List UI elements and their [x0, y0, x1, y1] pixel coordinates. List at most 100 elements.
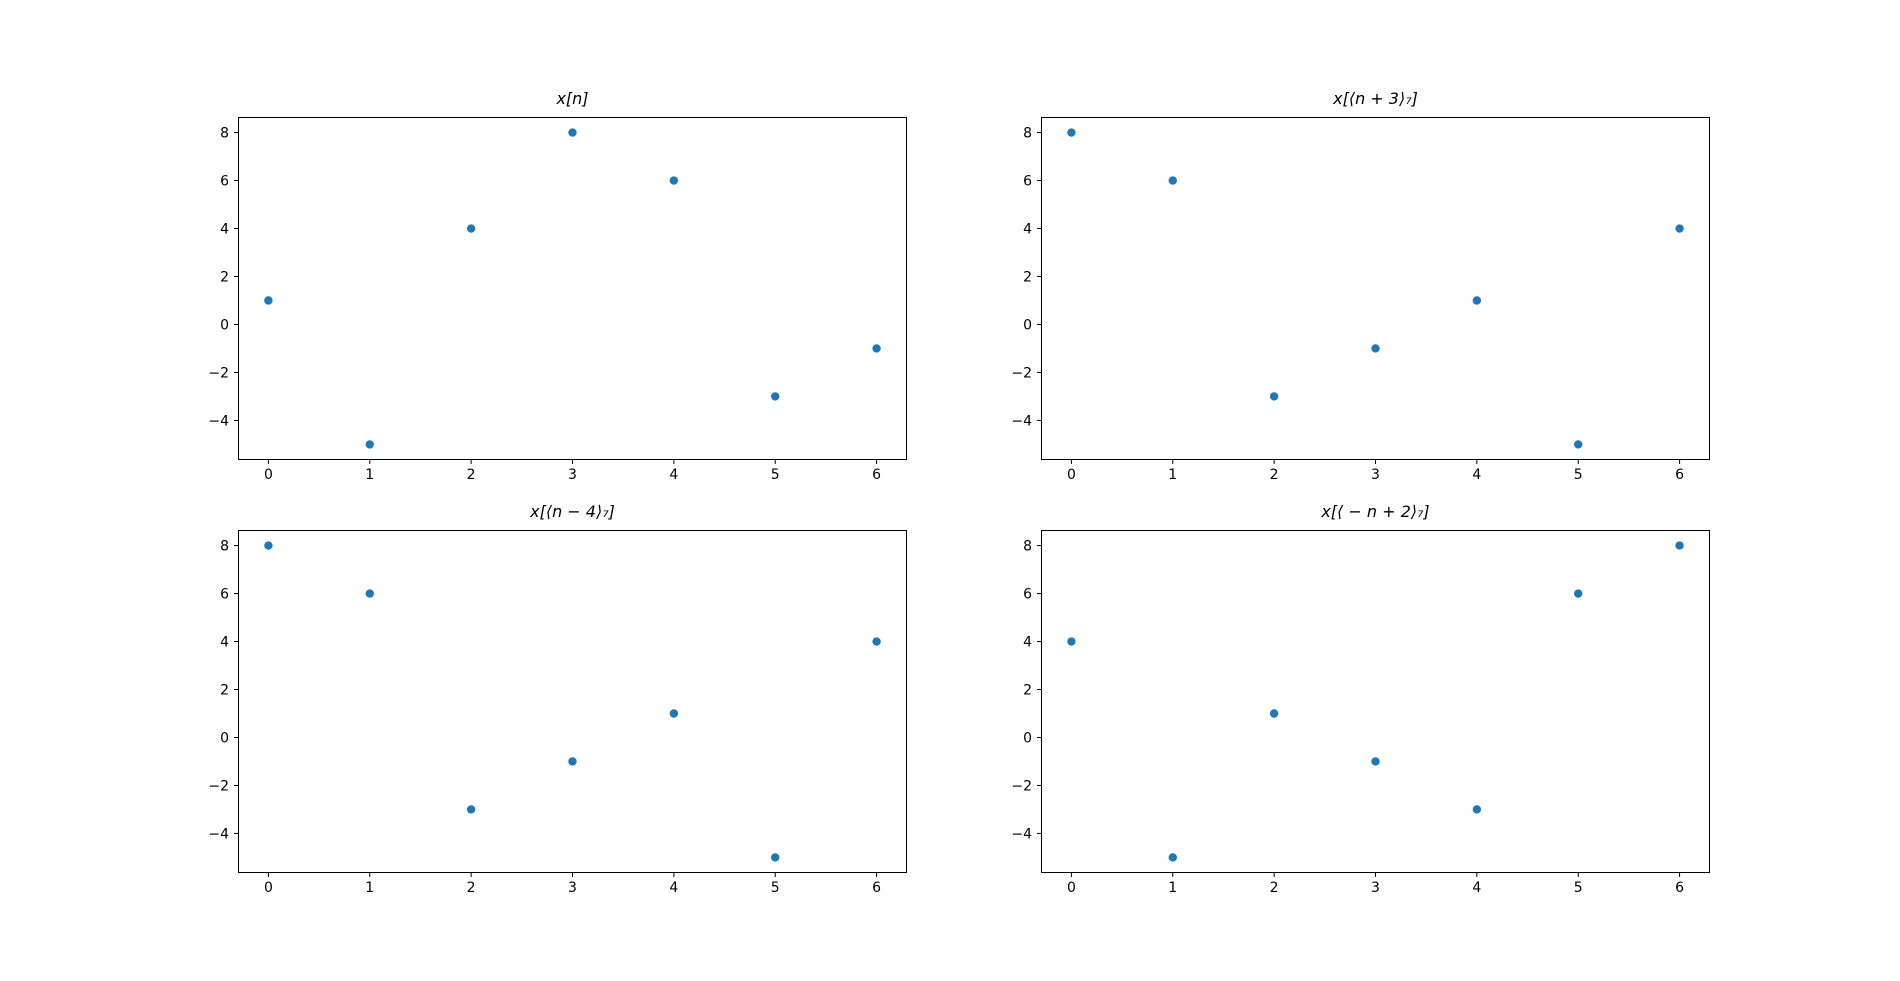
- data-point: [1168, 853, 1177, 862]
- y-tick-label: 4: [1023, 222, 1032, 238]
- data-point: [1269, 392, 1279, 401]
- x-tick-label: 5: [1574, 467, 1583, 483]
- x-tick-label: 1: [365, 880, 374, 896]
- x-tick-label: 5: [771, 467, 780, 483]
- y-tick-label: −2: [208, 365, 229, 381]
- data-point: [771, 392, 780, 401]
- y-tick-label: 4: [1023, 635, 1032, 651]
- plot-area-x-n: 0 1 2 3 4 5 6 −4 −2 0 2 4 6 8: [208, 117, 907, 483]
- x-tick-label: 0: [264, 467, 273, 483]
- plot-area-x-n-plus-3-mod7: 0 1 2 3 4 5 6 −4 −2 0 2 4 6 8: [1011, 117, 1710, 483]
- x-tick-label: 1: [1168, 880, 1177, 896]
- y-tick-label: 8: [1023, 539, 1032, 555]
- subplot-x-n: x[n] 0 1 2 3 4 5 6 −4 −2 0 2 4 6 8: [208, 89, 907, 483]
- data-point: [1067, 637, 1076, 646]
- x-tick-label: 3: [1371, 467, 1380, 483]
- y-tick-label: 4: [220, 222, 229, 238]
- data-point: [264, 541, 273, 550]
- x-tick-label: 0: [264, 880, 273, 896]
- data-point: [466, 805, 476, 814]
- x-tick-label: 2: [1270, 467, 1279, 483]
- y-tick-label: −4: [1011, 826, 1032, 842]
- axes-frame: [238, 530, 907, 873]
- x-tick-label: 4: [669, 467, 678, 483]
- data-point: [669, 709, 679, 718]
- y-tick-label: 6: [1023, 587, 1032, 603]
- y-tick-label: −2: [1011, 778, 1032, 794]
- subplot-x-minus-n-plus-2-mod7: x[⟨ − n + 2⟩₇] 0 1 2 3 4 5 6 −4 −2 0 2 4 6 8: [1011, 502, 1710, 896]
- data-point: [365, 440, 374, 449]
- axes-frame: [1041, 530, 1710, 873]
- x-tick-label: 0: [1067, 467, 1076, 483]
- y-tick-label: 0: [1023, 730, 1032, 746]
- x-tick-label: 1: [1168, 467, 1177, 483]
- x-tick-label: 5: [771, 880, 780, 896]
- y-tick-label: 0: [220, 317, 229, 333]
- y-tick-label: 0: [1023, 317, 1032, 333]
- data-point: [1574, 589, 1583, 598]
- x-tick-label: 5: [1574, 880, 1583, 896]
- y-tick-label: −4: [1011, 413, 1032, 429]
- subplot-title-x-minus-n-plus-2-mod7: x[⟨ − n + 2⟩₇]: [1321, 502, 1430, 521]
- x-tick-label: 6: [1675, 467, 1684, 483]
- data-point: [1371, 344, 1380, 353]
- data-point: [872, 637, 881, 646]
- data-point: [1675, 224, 1684, 233]
- subplot-title-x-n: x[n]: [556, 89, 589, 108]
- y-tick-label: 8: [220, 539, 229, 555]
- data-point: [1675, 541, 1684, 550]
- y-tick-label: 8: [220, 126, 229, 142]
- data-point: [1371, 757, 1380, 766]
- x-tick-label: 4: [1472, 467, 1481, 483]
- y-tick-label: 2: [220, 683, 229, 699]
- y-tick-label: 6: [1023, 174, 1032, 190]
- x-tick-label: 4: [1472, 880, 1481, 896]
- plot-area-x-minus-n-plus-2-mod7: 0 1 2 3 4 5 6 −4 −2 0 2 4 6 8: [1011, 530, 1710, 896]
- x-tick-label: 3: [568, 880, 577, 896]
- x-tick-label: 6: [872, 467, 881, 483]
- x-tick-label: 2: [467, 467, 476, 483]
- y-tick-label: 2: [220, 270, 229, 286]
- data-point: [264, 296, 273, 305]
- x-tick-label: 6: [872, 880, 881, 896]
- data-point: [872, 344, 881, 353]
- x-tick-label: 3: [568, 467, 577, 483]
- data-point: [1472, 805, 1482, 814]
- data-point: [466, 224, 476, 233]
- data-point: [771, 853, 780, 862]
- data-point: [1168, 176, 1177, 185]
- y-tick-label: 6: [220, 587, 229, 603]
- x-tick-label: 4: [669, 880, 678, 896]
- subplot-x-n-minus-4-mod7: x[⟨n − 4⟩₇] 0 1 2 3 4 5 6 −4 −2 0 2 4 6 8: [208, 502, 907, 896]
- x-tick-label: 2: [467, 880, 476, 896]
- x-tick-label: 6: [1675, 880, 1684, 896]
- axes-frame: [238, 117, 907, 460]
- data-point: [1269, 709, 1279, 718]
- y-tick-label: −2: [1011, 365, 1032, 381]
- axes-frame: [1041, 117, 1710, 460]
- subplot-x-n-plus-3-mod7: x[⟨n + 3⟩₇] 0 1 2 3 4 5 6 −4 −2 0 2 4 6 8: [1011, 89, 1710, 483]
- data-point: [365, 589, 374, 598]
- y-tick-label: −4: [208, 413, 229, 429]
- y-tick-label: 2: [1023, 683, 1032, 699]
- data-point: [1067, 128, 1076, 137]
- data-point: [669, 176, 679, 185]
- plot-area-x-n-minus-4-mod7: 0 1 2 3 4 5 6 −4 −2 0 2 4 6 8: [208, 530, 907, 896]
- y-tick-label: 4: [220, 635, 229, 651]
- y-tick-label: −4: [208, 826, 229, 842]
- data-point: [1472, 296, 1482, 305]
- x-tick-label: 0: [1067, 880, 1076, 896]
- y-tick-label: −2: [208, 778, 229, 794]
- x-tick-label: 2: [1270, 880, 1279, 896]
- y-tick-label: 2: [1023, 270, 1032, 286]
- x-tick-label: 3: [1371, 880, 1380, 896]
- y-tick-label: 8: [1023, 126, 1032, 142]
- y-tick-label: 6: [220, 174, 229, 190]
- data-point: [1574, 440, 1583, 449]
- y-tick-label: 0: [220, 730, 229, 746]
- subplot-title-x-n-minus-4-mod7: x[⟨n − 4⟩₇]: [530, 502, 615, 521]
- x-tick-label: 1: [365, 467, 374, 483]
- subplot-title-x-n-plus-3-mod7: x[⟨n + 3⟩₇]: [1333, 89, 1418, 108]
- data-point: [568, 757, 577, 766]
